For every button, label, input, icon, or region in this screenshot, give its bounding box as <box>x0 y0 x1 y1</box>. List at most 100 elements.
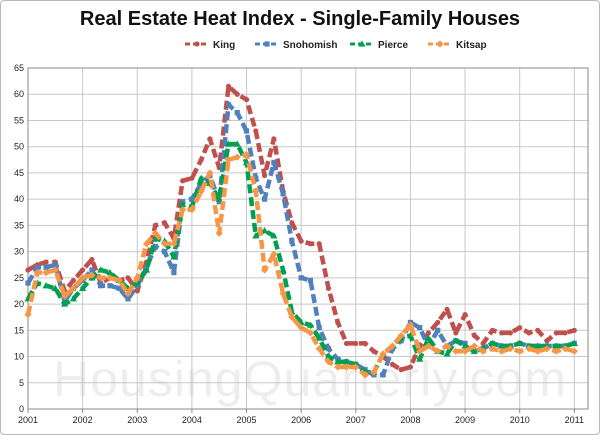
y-tick-label: 10 <box>14 352 24 362</box>
data-point <box>488 339 496 347</box>
data-point <box>470 347 478 354</box>
data-point <box>188 206 196 214</box>
legend-label: Pierce <box>378 40 408 51</box>
data-point <box>197 174 205 181</box>
data-point <box>161 220 168 226</box>
data-point <box>471 332 477 339</box>
y-tick-label: 45 <box>14 168 24 178</box>
data-point <box>161 249 168 255</box>
data-point <box>334 358 342 365</box>
data-point <box>261 172 268 179</box>
data-point <box>342 363 351 371</box>
data-point <box>225 83 232 89</box>
data-point <box>197 187 205 195</box>
data-point <box>79 284 87 291</box>
data-point <box>43 259 49 265</box>
data-point <box>279 266 287 273</box>
x-tick-label: 2010 <box>510 415 530 425</box>
data-point <box>416 347 424 355</box>
data-point <box>506 345 515 353</box>
data-point <box>51 284 59 291</box>
data-point <box>151 229 159 237</box>
data-point <box>160 240 169 248</box>
data-point <box>271 136 277 142</box>
data-point <box>525 345 533 353</box>
data-point <box>234 109 240 116</box>
data-point <box>97 274 105 282</box>
data-point <box>452 337 460 344</box>
data-point <box>260 266 269 274</box>
data-point <box>543 345 551 353</box>
y-tick-label: 50 <box>14 142 24 152</box>
y-tick-label: 60 <box>14 89 24 99</box>
data-point <box>116 285 122 291</box>
data-point <box>424 334 433 341</box>
data-point <box>315 334 323 341</box>
data-point <box>70 277 76 284</box>
grid-lines <box>27 67 588 410</box>
data-point <box>34 264 40 270</box>
data-point <box>371 348 377 354</box>
data-point <box>507 330 514 336</box>
data-point <box>42 282 50 289</box>
data-point <box>170 240 178 248</box>
plot-area <box>27 67 589 410</box>
data-point <box>534 347 542 355</box>
data-point <box>353 340 359 347</box>
x-tick-label: 2007 <box>346 415 366 425</box>
data-point <box>406 321 415 329</box>
legend-item-kitsap: Kitsap <box>428 40 487 51</box>
data-point <box>389 361 396 368</box>
y-tick-label: 15 <box>14 325 24 335</box>
data-point <box>361 371 369 379</box>
legend-marker <box>436 40 444 48</box>
data-point <box>306 321 315 328</box>
legend-marker <box>194 41 200 47</box>
data-point <box>517 325 523 331</box>
legend-item-pierce: Pierce <box>350 40 408 51</box>
data-point <box>488 345 496 353</box>
data-point <box>397 331 405 340</box>
data-point <box>107 283 113 289</box>
data-point <box>417 325 423 331</box>
y-tick-label: 65 <box>14 63 24 73</box>
legend-label: King <box>213 40 235 51</box>
data-point <box>252 187 260 195</box>
data-point <box>279 289 287 298</box>
data-point <box>453 330 459 336</box>
data-point <box>224 156 233 164</box>
x-tick-label: 2009 <box>455 415 475 425</box>
data-point <box>562 330 568 336</box>
data-point <box>534 342 542 349</box>
data-point <box>315 345 323 353</box>
data-point <box>498 342 506 349</box>
data-point <box>125 275 131 281</box>
data-point <box>424 342 433 350</box>
data-point <box>207 136 213 142</box>
legend: King Snohomish Pierce Kitsap <box>185 40 487 51</box>
data-point <box>142 240 151 248</box>
data-point <box>253 128 259 134</box>
data-point <box>189 175 195 181</box>
data-point <box>69 295 77 302</box>
data-point <box>198 157 204 163</box>
data-point <box>516 339 524 347</box>
data-point <box>124 289 132 298</box>
data-point <box>307 241 314 247</box>
data-point <box>25 280 31 286</box>
x-tick-label: 2002 <box>73 415 93 425</box>
data-point <box>398 367 404 373</box>
data-point <box>306 329 315 337</box>
data-point <box>379 350 387 358</box>
data-point <box>151 234 159 242</box>
y-tick-label: 35 <box>14 220 24 230</box>
data-point <box>479 347 487 355</box>
data-point <box>43 264 49 270</box>
data-point <box>461 342 469 349</box>
data-point <box>561 345 569 353</box>
data-point <box>133 279 141 286</box>
data-point <box>134 283 140 289</box>
data-point <box>61 292 69 300</box>
data-point <box>242 150 251 159</box>
